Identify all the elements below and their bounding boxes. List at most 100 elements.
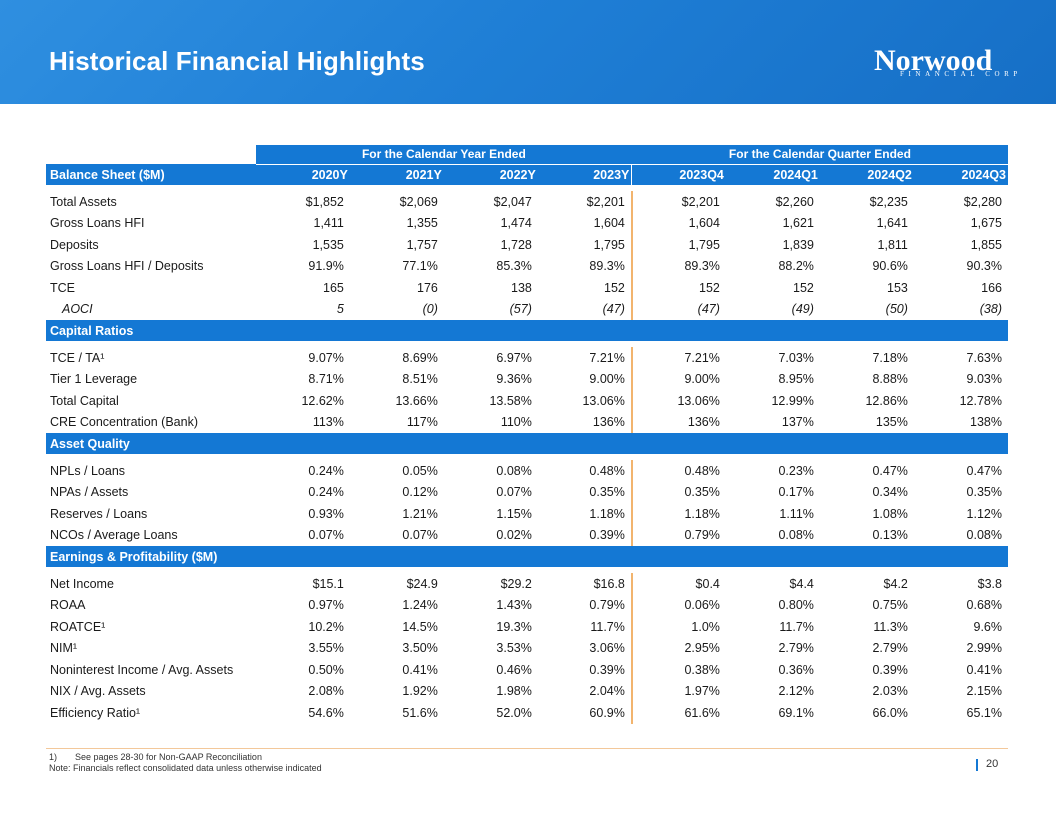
row-label: Noninterest Income / Avg. Assets bbox=[50, 662, 234, 677]
cell-value: $3.8 bbox=[977, 576, 1002, 591]
footnotes: 1) See pages 28-30 for Non-GAAP Reconcili… bbox=[49, 752, 322, 774]
section-title: Capital Ratios bbox=[46, 320, 1008, 341]
column-header-row: Balance Sheet ($M) 2020Y 2021Y 2022Y 202… bbox=[46, 164, 1008, 185]
row-label: AOCI bbox=[62, 302, 93, 317]
cell-value: 3.53% bbox=[496, 641, 532, 656]
cell-value: 0.24% bbox=[308, 463, 344, 478]
cell-value: 9.36% bbox=[496, 372, 532, 387]
section-capital-ratios: Capital Ratios bbox=[46, 320, 1008, 341]
period-group-header: For the Calendar Year Ended For the Cale… bbox=[46, 145, 1008, 165]
section-asset-quality: Asset Quality bbox=[46, 433, 1008, 454]
table-row: Efficiency Ratio¹ 54.6% 51.6% 52.0% 60.9% 61.… bbox=[46, 702, 1008, 724]
page-title: Historical Financial Highlights bbox=[49, 46, 425, 76]
cell-value: 0.35% bbox=[537, 481, 633, 503]
cell-value: 0.79% bbox=[537, 594, 633, 616]
cell-value: 1.18% bbox=[537, 503, 633, 525]
cell-value: 6.97% bbox=[496, 350, 532, 365]
cell-value: $2,201 bbox=[537, 191, 633, 213]
cell-value: 7.18% bbox=[872, 350, 908, 365]
cell-value: 0.08% bbox=[496, 463, 532, 478]
logo-subtitle: FINANCIAL CORP bbox=[900, 70, 1022, 78]
row-label: NIX / Avg. Assets bbox=[50, 684, 146, 699]
cell-value: 2.03% bbox=[872, 684, 908, 699]
cell-value: 1,355 bbox=[406, 216, 438, 231]
page-number: 20 bbox=[986, 758, 999, 770]
cell-value: 61.6% bbox=[684, 705, 720, 720]
cell-value: 0.38% bbox=[684, 662, 720, 677]
cell-value: 13.58% bbox=[489, 393, 532, 408]
cell-value: 9.07% bbox=[308, 350, 344, 365]
table-row: NCOs / Average Loans 0.07% 0.07% 0.02% 0.39%… bbox=[46, 524, 1008, 546]
cell-value: 60.9% bbox=[537, 702, 633, 724]
row-label: Total Capital bbox=[50, 393, 119, 408]
cell-value: 1,795 bbox=[688, 237, 720, 252]
cell-value: 66.0% bbox=[872, 705, 908, 720]
cell-value: 2.15% bbox=[966, 684, 1002, 699]
cell-value: 1.24% bbox=[402, 598, 438, 613]
cell-value: 1,757 bbox=[406, 237, 438, 252]
cell-value: (57) bbox=[509, 302, 532, 317]
cell-value: 0.08% bbox=[778, 528, 814, 543]
cell-value: 11.3% bbox=[873, 619, 908, 634]
cell-value: 89.3% bbox=[537, 255, 633, 277]
cell-value: 1.15% bbox=[496, 506, 532, 521]
cell-value: 0.41% bbox=[402, 662, 438, 677]
cell-value: 0.12% bbox=[402, 485, 438, 500]
group-year-header: For the Calendar Year Ended bbox=[255, 145, 632, 165]
cell-value: 19.3% bbox=[496, 619, 532, 634]
cell-value: 65.1% bbox=[966, 705, 1002, 720]
cell-value: 12.99% bbox=[771, 393, 814, 408]
row-label: TCE / TA¹ bbox=[50, 350, 105, 365]
row-label: NCOs / Average Loans bbox=[50, 528, 178, 543]
cell-value: 7.21% bbox=[537, 347, 633, 369]
cell-value: 1,855 bbox=[970, 237, 1002, 252]
row-label: CRE Concentration (Bank) bbox=[50, 415, 198, 430]
cell-value: 8.88% bbox=[872, 372, 908, 387]
row-label: Tier 1 Leverage bbox=[50, 372, 138, 387]
cell-value: 90.3% bbox=[966, 259, 1002, 274]
cell-value: 11.7% bbox=[779, 619, 814, 634]
cell-value: 90.6% bbox=[872, 259, 908, 274]
cell-value: 0.48% bbox=[537, 460, 633, 482]
row-label: Gross Loans HFI bbox=[50, 216, 145, 231]
cell-value: $2,280 bbox=[963, 194, 1002, 209]
column-header: 2021Y bbox=[349, 164, 444, 185]
cell-value: 91.9% bbox=[308, 259, 344, 274]
table-row: NPAs / Assets 0.24% 0.12% 0.07% 0.35% 0.35% 0.… bbox=[46, 481, 1008, 503]
table-row: Total Capital 12.62% 13.66% 13.58% 13.06% 13.… bbox=[46, 390, 1008, 412]
column-header: Balance Sheet ($M) bbox=[46, 164, 256, 185]
cell-value: 9.00% bbox=[684, 372, 720, 387]
cell-value: 7.03% bbox=[778, 350, 814, 365]
cell-value: 12.78% bbox=[959, 393, 1002, 408]
cell-value: 0.05% bbox=[402, 463, 438, 478]
cell-value: 0.24% bbox=[308, 485, 344, 500]
cell-value: (47) bbox=[537, 298, 633, 320]
cell-value: 9.6% bbox=[973, 619, 1003, 634]
cell-value: 8.69% bbox=[402, 350, 438, 365]
cell-value: 1,604 bbox=[688, 216, 720, 231]
cell-value: $2,235 bbox=[869, 194, 908, 209]
cell-value: 51.6% bbox=[402, 705, 438, 720]
cell-value: 88.2% bbox=[778, 259, 814, 274]
cell-value: 89.3% bbox=[684, 259, 720, 274]
cell-value: 0.02% bbox=[496, 528, 532, 543]
logo-wordmark: Norwood bbox=[874, 44, 993, 77]
cell-value: 52.0% bbox=[496, 705, 532, 720]
cell-value: 1.18% bbox=[684, 506, 720, 521]
footer-divider bbox=[46, 748, 1008, 749]
footnote-number: 1) bbox=[49, 752, 58, 762]
cell-value: 0.35% bbox=[684, 485, 720, 500]
cell-value: 0.79% bbox=[684, 528, 720, 543]
row-label: Net Income bbox=[50, 576, 114, 591]
row-label: ROAA bbox=[50, 598, 86, 613]
table-row: AOCI 5 (0) (57) (47) (47) (49) (50) (38) bbox=[46, 298, 1008, 320]
table-row: Net Income $15.1 $24.9 $29.2 $16.8 $0.4 $4.4 $4… bbox=[46, 573, 1008, 595]
cell-value: $24.9 bbox=[406, 576, 438, 591]
cell-value: 85.3% bbox=[496, 259, 532, 274]
cell-value: 54.6% bbox=[308, 705, 344, 720]
row-label: ROATCE¹ bbox=[50, 619, 106, 634]
cell-value: 2.04% bbox=[537, 680, 633, 702]
cell-value: 11.7% bbox=[537, 616, 633, 638]
cell-value: 1.92% bbox=[402, 684, 438, 699]
cell-value: 2.08% bbox=[308, 684, 344, 699]
